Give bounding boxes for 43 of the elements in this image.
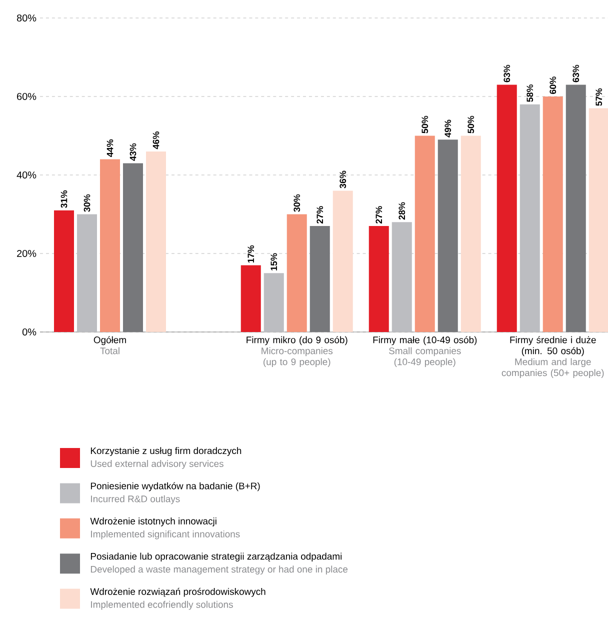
y-tick-label: 0% <box>22 328 36 336</box>
text: Implemented significant innovations <box>91 530 240 540</box>
data-label: 57% <box>596 88 602 106</box>
text: Micro-companies (up to 9 people) <box>262 347 333 368</box>
legend-label: Posiadanie lub opracowanie strategii zarządzania odpadami <box>90 552 342 562</box>
data-label: 50% <box>468 116 474 134</box>
x-tick-label: Firmy małe (10-49 osób) <box>373 336 477 346</box>
x-tick-label: Firmy średnie i duże (min. 50 osób) <box>510 336 596 356</box>
text: Incurred R&D outlays <box>91 495 180 504</box>
text: Small companies (10-49 people) <box>389 347 461 368</box>
data-label: 28% <box>398 202 406 220</box>
text: Medium and large companies (50+ people) <box>502 358 604 378</box>
data-label: 63% <box>504 64 510 82</box>
y-tick-label: 40% <box>16 171 36 179</box>
data-label: 15% <box>270 253 278 270</box>
data-label: 50% <box>422 116 428 134</box>
data-label: 31% <box>60 190 68 208</box>
data-label: 30% <box>294 194 300 212</box>
y-tick-label: 80% <box>16 14 36 22</box>
text: Total <box>100 347 120 354</box>
legend-label: Poniesienie wydatków na badanie (B+R) <box>90 482 260 492</box>
data-label: 60% <box>550 76 556 94</box>
data-label: 17% <box>248 245 254 263</box>
data-label: 49% <box>444 120 452 138</box>
data-label: 36% <box>340 170 346 188</box>
data-label: 27% <box>316 206 324 224</box>
text: Implemented ecofriendly solutions <box>91 600 233 610</box>
text: Used external advisory services <box>90 460 224 469</box>
data-label: 44% <box>106 139 114 157</box>
y-tick-label: 20% <box>17 250 36 258</box>
data-label: 30% <box>84 194 90 212</box>
text: Developed a waste management strategy or had one in place <box>90 566 348 574</box>
legend-label: Wdrożenie rozwiązań prośrodowiskowych <box>90 588 266 597</box>
data-label: 46% <box>152 132 160 150</box>
data-label: 27% <box>376 206 382 224</box>
data-label: 43% <box>130 143 136 161</box>
y-tick-label: 60% <box>17 92 36 100</box>
x-tick-label: Firmy mikro (do 9 osób) <box>246 336 348 346</box>
data-label: 63% <box>572 64 580 82</box>
data-label: 58% <box>526 84 534 102</box>
legend-label: Korzystanie z usług firm doradczych <box>90 447 242 456</box>
x-tick-label: Ogółem <box>94 336 126 346</box>
legend-label: Wdrożenie istotnych innowacji <box>90 518 216 526</box>
